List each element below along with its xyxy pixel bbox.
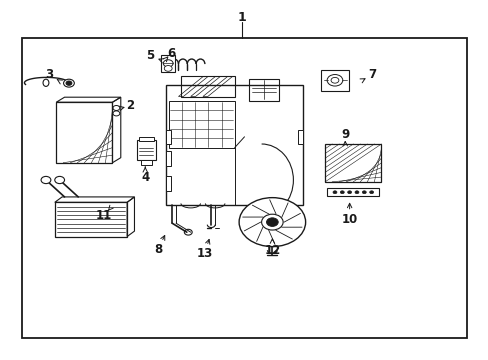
Ellipse shape xyxy=(43,79,49,86)
Text: 6: 6 xyxy=(167,47,175,60)
Bar xyxy=(22,38,466,338)
Text: 10: 10 xyxy=(341,213,357,226)
Circle shape xyxy=(332,191,336,194)
Bar xyxy=(141,160,151,165)
Circle shape xyxy=(239,198,305,247)
Circle shape xyxy=(340,191,344,194)
Circle shape xyxy=(63,79,74,87)
Text: 9: 9 xyxy=(341,129,348,141)
Text: 13: 13 xyxy=(196,247,212,260)
Bar xyxy=(166,130,171,144)
Circle shape xyxy=(163,57,172,64)
Circle shape xyxy=(347,191,351,194)
Circle shape xyxy=(354,191,358,194)
Circle shape xyxy=(165,59,170,62)
Bar xyxy=(55,202,127,237)
Text: 12: 12 xyxy=(264,244,280,257)
Circle shape xyxy=(330,77,338,83)
Circle shape xyxy=(266,218,278,226)
Bar xyxy=(326,188,379,196)
Circle shape xyxy=(66,81,72,85)
Text: 11: 11 xyxy=(96,209,112,222)
Circle shape xyxy=(369,191,373,194)
Bar xyxy=(168,101,234,148)
Bar xyxy=(139,137,153,141)
Bar xyxy=(137,140,155,160)
Circle shape xyxy=(55,176,64,184)
Text: 8: 8 xyxy=(154,243,162,256)
Circle shape xyxy=(326,75,342,86)
Circle shape xyxy=(261,214,283,230)
Bar xyxy=(181,76,234,97)
Text: 1: 1 xyxy=(237,11,246,24)
Bar xyxy=(325,144,381,182)
Bar xyxy=(298,130,303,144)
Circle shape xyxy=(164,66,172,71)
Bar xyxy=(166,85,303,205)
Circle shape xyxy=(163,60,173,67)
Text: 2: 2 xyxy=(126,99,134,112)
Bar xyxy=(320,70,348,91)
Bar xyxy=(166,151,171,166)
Bar xyxy=(56,102,112,163)
Circle shape xyxy=(41,176,51,184)
Bar xyxy=(249,79,278,101)
Bar xyxy=(161,55,175,72)
Bar xyxy=(166,176,171,191)
Text: 7: 7 xyxy=(368,68,376,81)
Text: 3: 3 xyxy=(45,68,53,81)
Circle shape xyxy=(362,191,366,194)
Text: 4: 4 xyxy=(141,171,149,184)
Text: 5: 5 xyxy=(146,49,154,62)
